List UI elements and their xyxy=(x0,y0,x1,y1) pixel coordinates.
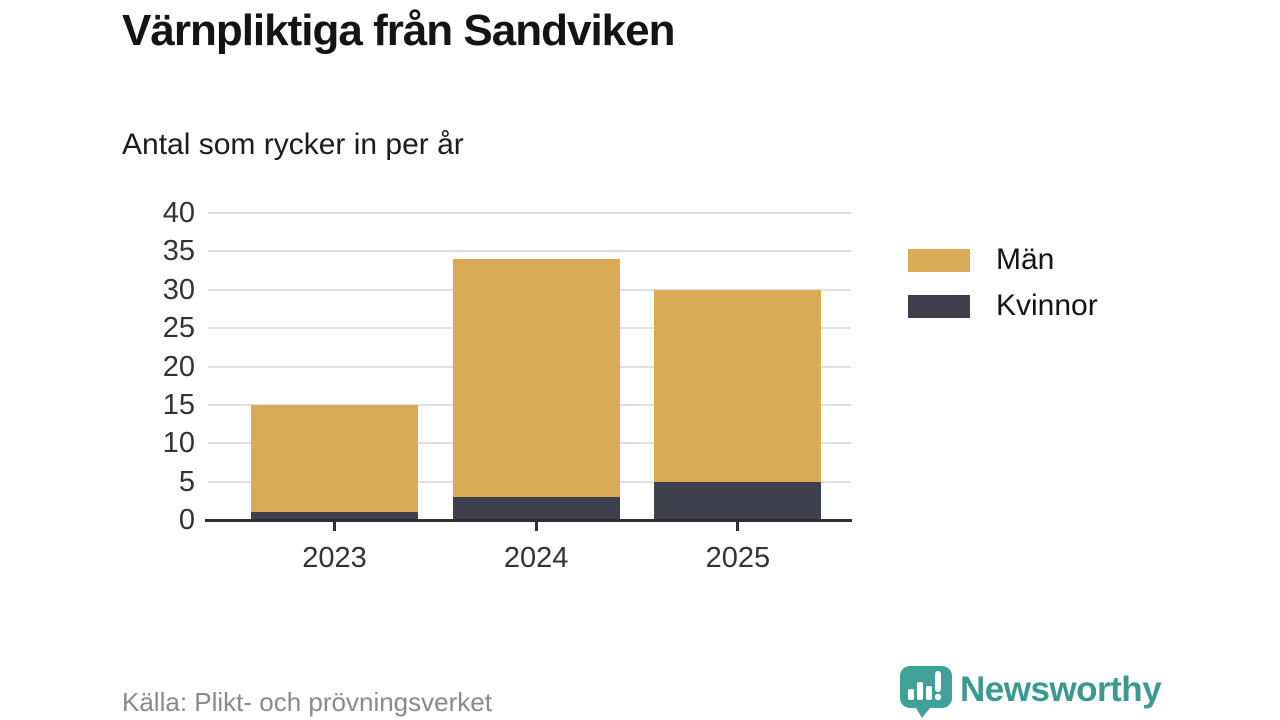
x-axis-tick xyxy=(534,522,538,531)
brand-logo: Newsworthy xyxy=(898,664,1162,720)
bar-chart-speech-bubble-icon xyxy=(900,666,952,718)
y-axis-tick-label: 5 xyxy=(178,465,195,498)
y-axis-tick-label: 15 xyxy=(162,388,195,421)
y-axis-tick-label: 20 xyxy=(162,350,195,383)
chart-subtitle: Antal som rycker in per år xyxy=(122,128,464,161)
brand-name: Newsworthy xyxy=(960,670,1162,709)
y-axis-tick-label: 30 xyxy=(162,273,195,306)
x-axis-tick xyxy=(736,522,740,531)
y-axis-tick-label: 35 xyxy=(162,235,195,268)
x-axis-tick xyxy=(333,522,336,531)
x-axis-line xyxy=(205,519,852,522)
bar-2024-män xyxy=(452,259,620,497)
bar-2025-män xyxy=(654,289,822,482)
gridline-y35 xyxy=(208,250,851,253)
chart-title: Värnpliktiga från Sandviken xyxy=(122,6,675,55)
legend-item-män: Män xyxy=(908,243,1098,276)
legend-item-kvinnor: Kvinnor xyxy=(908,289,1098,322)
bar-2023-män xyxy=(251,404,418,513)
source-note: Källa: Plikt- och prövningsverket xyxy=(122,687,492,717)
legend-swatch xyxy=(908,294,970,318)
y-axis-tick-label: 10 xyxy=(162,427,195,460)
x-axis-tick-label: 2025 xyxy=(705,542,771,574)
legend: Män Kvinnor xyxy=(908,243,1098,337)
bar-2024-kvinnor xyxy=(452,496,620,520)
y-axis-tick-label: 0 xyxy=(178,504,195,536)
gridline-y40 xyxy=(208,212,851,214)
legend-swatch xyxy=(908,248,970,272)
x-axis-tick-label: 2023 xyxy=(302,542,367,574)
bar-2023-kvinnor xyxy=(251,512,418,520)
y-axis-tick-label: 40 xyxy=(162,197,195,229)
y-axis-tick-label: 25 xyxy=(162,312,195,345)
x-axis-tick-label: 2024 xyxy=(503,542,569,574)
legend-label: Män xyxy=(996,243,1055,276)
bar-2025-kvinnor xyxy=(654,481,822,520)
legend-label: Kvinnor xyxy=(996,289,1098,322)
